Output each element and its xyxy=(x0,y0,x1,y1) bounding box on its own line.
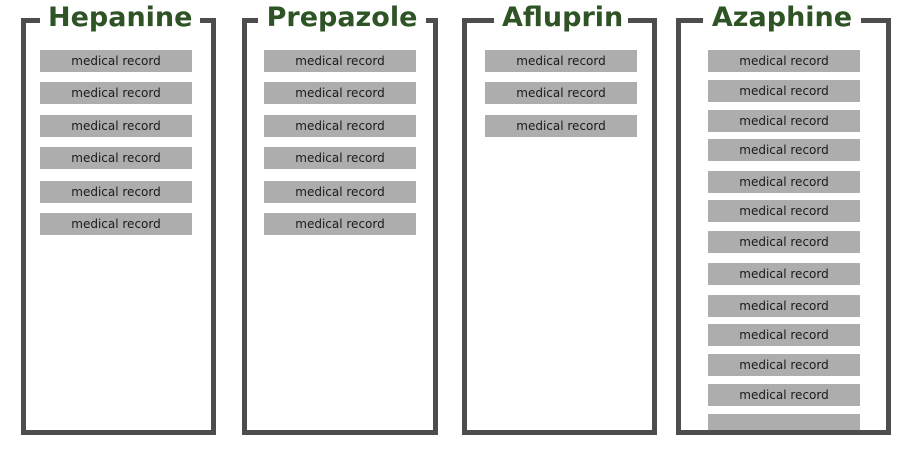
record-card[interactable]: medical record xyxy=(708,110,860,132)
column-title-hepanine: Hepanine xyxy=(40,0,200,36)
record-card[interactable]: medical record xyxy=(708,171,860,193)
record-card[interactable]: medical record xyxy=(264,50,416,72)
record-card[interactable]: medical record xyxy=(264,115,416,137)
record-card-partial[interactable] xyxy=(708,414,860,430)
record-card[interactable]: medical record xyxy=(708,200,860,222)
record-card[interactable]: medical record xyxy=(708,384,860,406)
record-card[interactable]: medical record xyxy=(40,147,192,169)
column-title-azaphine: Azaphine xyxy=(703,0,861,36)
record-card[interactable]: medical record xyxy=(485,50,637,72)
record-card[interactable]: medical record xyxy=(708,80,860,102)
record-card[interactable]: medical record xyxy=(264,82,416,104)
record-card[interactable]: medical record xyxy=(708,231,860,253)
record-card[interactable]: medical record xyxy=(485,82,637,104)
record-card[interactable]: medical record xyxy=(485,115,637,137)
column-title-prepazole: Prepazole xyxy=(258,0,426,36)
record-card[interactable]: medical record xyxy=(264,147,416,169)
record-card[interactable]: medical record xyxy=(264,181,416,203)
record-card[interactable]: medical record xyxy=(40,115,192,137)
column-title-afluprin: Afluprin xyxy=(494,0,628,36)
record-card[interactable]: medical record xyxy=(40,50,192,72)
record-card[interactable]: medical record xyxy=(708,295,860,317)
record-card[interactable]: medical record xyxy=(708,263,860,285)
record-card[interactable]: medical record xyxy=(40,181,192,203)
record-card[interactable]: medical record xyxy=(708,354,860,376)
record-card[interactable]: medical record xyxy=(264,213,416,235)
column-azaphine: medical record medical record medical re… xyxy=(676,18,891,435)
record-card[interactable]: medical record xyxy=(40,213,192,235)
record-card[interactable]: medical record xyxy=(708,50,860,72)
column-afluprin: medical record medical record medical re… xyxy=(462,18,657,435)
column-prepazole: medical record medical record medical re… xyxy=(242,18,438,435)
record-card[interactable]: medical record xyxy=(708,324,860,346)
record-card[interactable]: medical record xyxy=(40,82,192,104)
column-hepanine: medical record medical record medical re… xyxy=(21,18,216,435)
record-card[interactable]: medical record xyxy=(708,139,860,161)
